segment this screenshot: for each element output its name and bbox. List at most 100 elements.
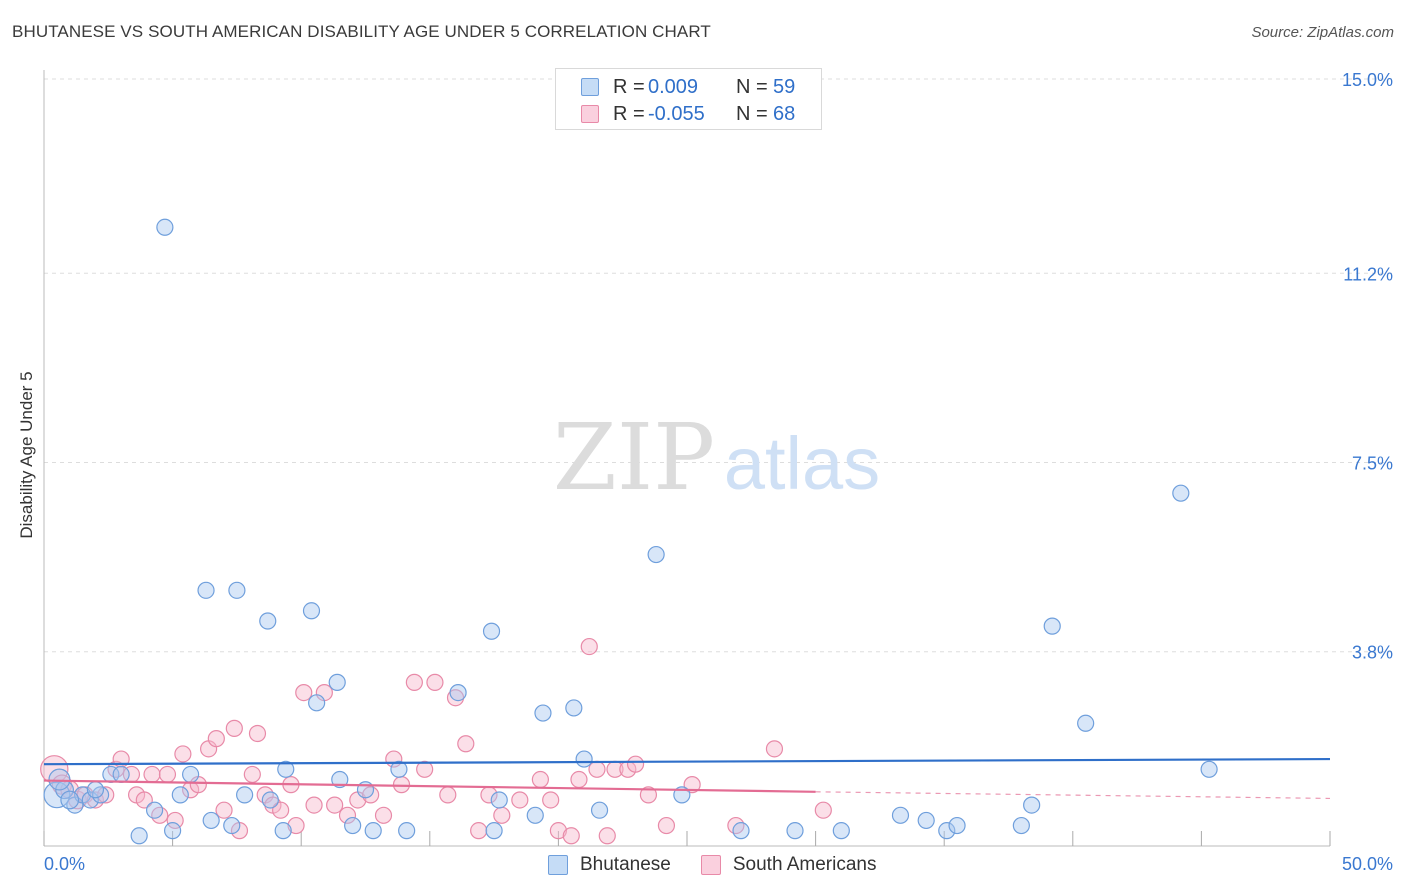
bhutanese-point	[449, 683, 467, 702]
bhutanese-point	[482, 622, 501, 640]
x-tick-label: 50.0%	[1342, 854, 1393, 874]
south-americans-point	[588, 760, 606, 778]
bhutanese-point	[732, 822, 750, 840]
south-americans-point	[287, 816, 305, 835]
chart-title: BHUTANESE VS SOUTH AMERICAN DISABILITY A…	[12, 22, 711, 41]
bhutanese-trend-line	[43, 757, 1331, 766]
bhutanese-point	[390, 760, 408, 778]
bhutanese-point	[565, 699, 583, 717]
south-americans-point	[765, 740, 784, 758]
legend-r-value: 0.009	[648, 76, 699, 98]
south-americans-point	[511, 791, 529, 809]
bhutanese-point	[832, 822, 850, 840]
bhutanese-point	[130, 827, 148, 845]
south-americans-point	[626, 755, 645, 773]
bhutanese-point	[344, 816, 362, 835]
bhutanese-point	[1077, 714, 1095, 732]
bhutanese-point	[182, 765, 200, 784]
x-tick-label: 0.0%	[44, 854, 85, 874]
legend-item-south-americans: South Americans	[700, 854, 877, 876]
south-americans-trend-line	[43, 779, 816, 793]
south-americans-point	[439, 786, 457, 804]
south-americans-point	[97, 786, 115, 804]
tick-labels: 3.8% 7.5% 11.2% 15.0% 0.0% 50.0%	[44, 70, 1393, 874]
bhutanese-point	[60, 790, 80, 810]
south-americans-point	[158, 765, 177, 784]
legend-swatch-blue	[581, 78, 599, 96]
south-americans-point	[166, 811, 184, 830]
watermark-zip: ZIP	[553, 404, 715, 511]
south-americans-point	[215, 801, 233, 819]
bhutanese-points	[43, 218, 1218, 845]
bhutanese-point	[308, 694, 326, 712]
south-americans-point	[542, 791, 560, 809]
south-americans-point	[107, 760, 125, 778]
legend-row-bhutanese: R = 0.009 N = 59	[556, 75, 821, 101]
series-legend: Bhutanese South Americans	[548, 852, 907, 878]
bhutanese-point	[534, 704, 552, 722]
bhutanese-point	[112, 765, 130, 784]
south-americans-point	[562, 827, 580, 845]
south-americans-point	[143, 765, 161, 784]
bhutanese-point	[331, 770, 349, 789]
bhutanese-point	[917, 811, 935, 830]
south-americans-points	[40, 637, 832, 845]
watermark: ZIP atlas	[553, 404, 880, 511]
bhutanese-point	[1200, 760, 1218, 778]
legend-swatch-pink	[700, 855, 721, 875]
bhutanese-point	[261, 791, 279, 809]
south-americans-point	[457, 735, 475, 753]
legend-n-label: N =	[736, 103, 768, 125]
bhutanese-point	[891, 806, 910, 824]
bhutanese-point	[398, 822, 416, 840]
bhutanese-point	[197, 581, 215, 599]
bhutanese-point	[228, 581, 246, 599]
bhutanese-point	[1043, 617, 1061, 635]
south-americans-point	[570, 770, 588, 789]
bhutanese-point	[277, 760, 295, 778]
south-americans-point	[727, 816, 745, 835]
south-americans-point	[470, 822, 488, 840]
bhutanese-point	[526, 806, 544, 824]
legend-label-south-americans: South Americans	[732, 854, 877, 875]
bhutanese-point	[91, 786, 110, 804]
south-americans-point	[683, 776, 701, 794]
south-americans-point	[295, 683, 313, 702]
bhutanese-point	[145, 801, 164, 819]
bhutanese-point	[302, 602, 321, 620]
bhutanese-point	[223, 816, 241, 835]
south-americans-point	[416, 760, 434, 778]
y-tick-label: 3.8%	[1352, 643, 1393, 663]
bhutanese-point	[490, 791, 508, 809]
south-americans-point	[639, 786, 658, 804]
bhutanese-point	[575, 750, 593, 768]
trend-lines	[43, 757, 1331, 800]
legend-n-label: N =	[736, 76, 768, 98]
legend-n-value: 59	[773, 76, 796, 98]
grid-lines	[44, 78, 1392, 653]
y-tick-label: 15.0%	[1342, 70, 1393, 90]
legend-r-label: R =	[613, 76, 645, 98]
bhutanese-point	[786, 822, 804, 840]
bhutanese-point	[156, 218, 174, 236]
bhutanese-point	[86, 781, 105, 799]
south-americans-point	[135, 791, 153, 809]
bhutanese-point	[274, 822, 292, 840]
south-americans-point	[338, 806, 357, 824]
south-americans-point	[151, 806, 169, 824]
legend-r-value: -0.055	[648, 103, 705, 125]
legend-item-bhutanese: Bhutanese	[548, 854, 671, 876]
south-americans-point	[174, 745, 192, 763]
south-americans-point	[225, 719, 243, 737]
south-americans-point	[580, 637, 598, 656]
south-americans-point	[531, 770, 549, 789]
south-americans-point	[405, 673, 423, 691]
south-americans-point	[814, 801, 832, 819]
legend-row-south-americans: R = -0.055 N = 68	[556, 102, 821, 128]
bhutanese-point	[1023, 796, 1041, 814]
bhutanese-point	[48, 768, 71, 791]
bhutanese-point	[938, 822, 956, 840]
south-americans-point	[549, 822, 568, 840]
bhutanese-point	[590, 801, 609, 819]
